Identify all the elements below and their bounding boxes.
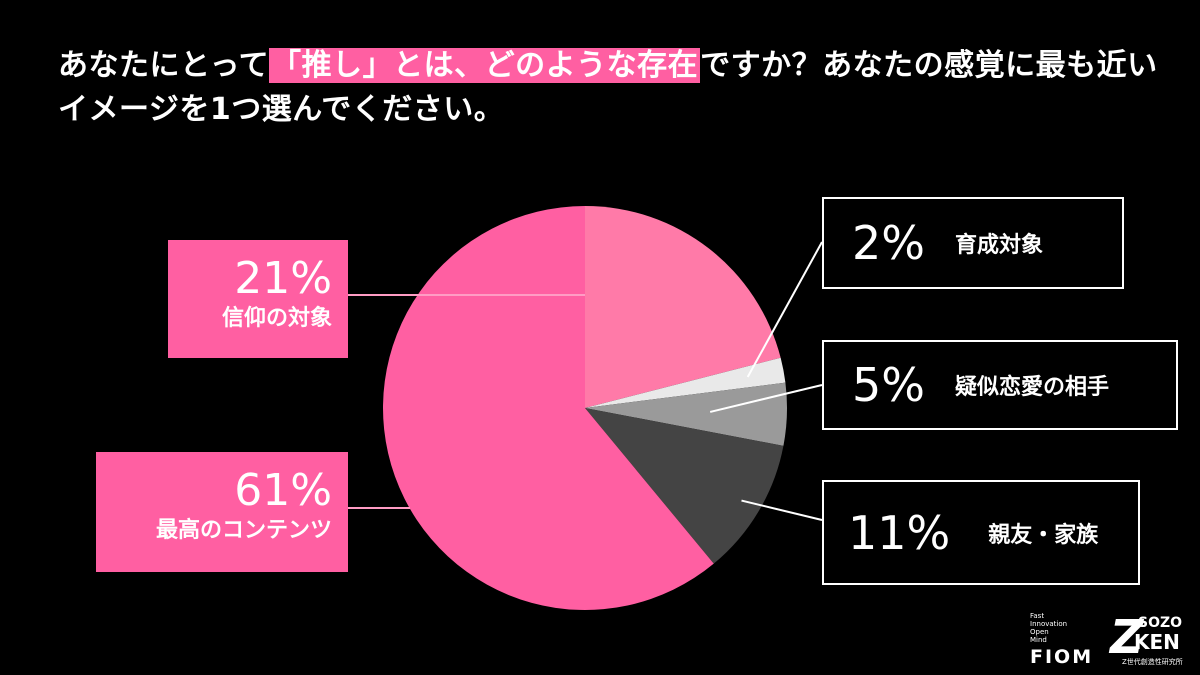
sozoken-z: Z: [1110, 610, 1144, 664]
fiom-tagline-1: Fast: [1030, 612, 1045, 620]
pie-slice-21: [585, 206, 781, 408]
sozoken-ken: KEN: [1134, 630, 1180, 654]
slice-pct-61: 61%: [234, 465, 332, 516]
slice-pct-2: 2%: [852, 216, 925, 270]
label-box-5: 5% 疑似恋愛の相手: [822, 340, 1178, 430]
title-highlight: 「推し」とは、どのような存在: [269, 48, 701, 83]
fiom-tagline-3: Open: [1030, 628, 1049, 636]
title-pre: あなたにとって: [58, 48, 270, 83]
pie-slice-61: [382, 206, 714, 610]
pie-slice-5: [585, 382, 787, 446]
sozoken-logo: Z SOZO KEN Z世代創造性研究所: [1110, 614, 1190, 668]
slice-name-2: 育成対象: [954, 233, 1043, 258]
slice-name-11: 親友・家族: [988, 522, 1099, 548]
label-box-61: 61% 最高のコンテンツ: [96, 452, 348, 572]
label-box-21: 21% 信仰の対象: [168, 240, 348, 358]
label-box-11: 11% 親友・家族: [822, 480, 1140, 585]
leader-line-11: [741, 499, 823, 521]
chart-title: あなたにとって「推し」とは、どのような存在ですか？あなたの感覚に最も近い イメー…: [58, 44, 1178, 132]
sozoken-sozo: SOZO: [1138, 615, 1183, 631]
fiom-tagline-4: Mind: [1030, 636, 1047, 644]
slice-name-61: 最高のコンテンツ: [155, 518, 332, 543]
leader-line-5: [709, 384, 823, 413]
slice-name-21: 信仰の対象: [221, 306, 332, 331]
slice-pct-21: 21%: [234, 253, 332, 304]
slice-name-5: 疑似恋愛の相手: [954, 375, 1109, 400]
sozoken-subtitle: Z世代創造性研究所: [1122, 658, 1183, 666]
slice-pct-11: 11%: [848, 505, 951, 560]
pie-slice-11: [585, 408, 784, 564]
slice-pct-5: 5%: [852, 358, 925, 412]
pie-slice-2: [585, 357, 786, 408]
fiom-wordmark: FIOM: [1030, 646, 1094, 668]
fiom-tagline-2: Innovation: [1030, 620, 1068, 628]
leader-line-2: [746, 241, 823, 378]
label-box-2: 2% 育成対象: [822, 197, 1124, 289]
title-post: ですか？あなたの感覚に最も近い: [700, 48, 1158, 83]
fiom-logo: Fast Innovation Open Mind FIOM: [1030, 612, 1110, 668]
title-line2: イメージを1つ選んでください。: [58, 92, 505, 127]
